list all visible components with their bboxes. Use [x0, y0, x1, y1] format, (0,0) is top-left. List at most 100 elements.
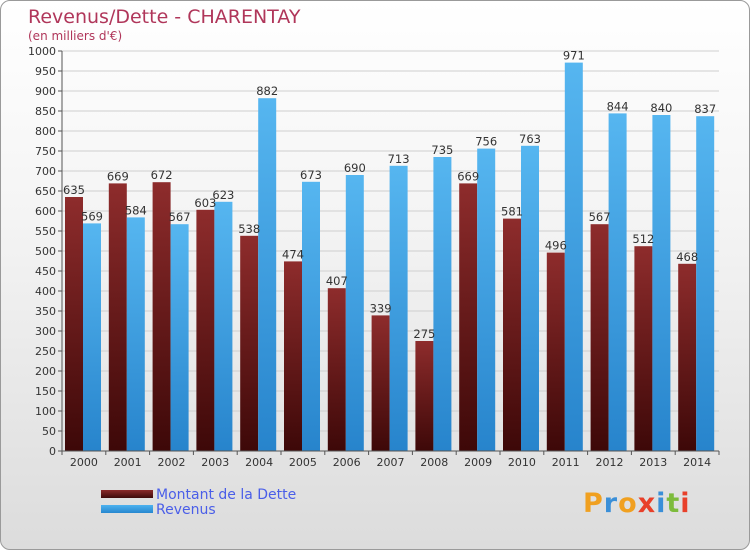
bar-dette: [546, 252, 565, 451]
data-label-dette: 407: [326, 274, 348, 288]
y-tick-label: 50: [42, 425, 56, 438]
y-tick-label: 300: [35, 325, 56, 338]
x-tick-label: 2013: [639, 456, 667, 469]
y-tick-label: 800: [35, 125, 56, 138]
x-tick-label: 2001: [114, 456, 142, 469]
bar-dette: [327, 288, 346, 451]
x-tick-label: 2006: [333, 456, 361, 469]
x-tick-label: 2014: [683, 456, 711, 469]
logo-letter: t: [666, 488, 681, 519]
proxiti-logo: Proxiti: [583, 488, 691, 519]
data-label-dette: 635: [63, 183, 85, 197]
bar-revenus: [214, 201, 233, 451]
data-label-revenus: 567: [169, 210, 191, 224]
data-label-revenus: 673: [300, 168, 322, 182]
chart-title: Revenus/Dette - CHARENTAY: [28, 6, 301, 28]
bar-dette: [284, 261, 302, 451]
data-label-dette: 468: [676, 250, 698, 264]
legend-swatch-dette: [101, 490, 153, 498]
x-tick-label: 2010: [508, 456, 536, 469]
y-tick-label: 950: [35, 65, 56, 78]
bar-dette: [152, 182, 171, 451]
x-tick-label: 2009: [464, 456, 492, 469]
y-tick-label: 650: [35, 185, 56, 198]
bar-revenus: [258, 98, 277, 451]
bar-revenus: [521, 145, 539, 452]
data-label-revenus: 623: [212, 188, 234, 202]
data-label-revenus: 713: [388, 152, 410, 166]
bar-revenus: [302, 181, 320, 452]
y-tick-label: 600: [35, 205, 56, 218]
logo-letter: x: [637, 488, 657, 519]
bar-revenus: [608, 113, 627, 452]
data-label-dette: 474: [282, 247, 304, 261]
bar-dette: [240, 235, 259, 451]
bar-revenus: [477, 148, 496, 451]
data-label-dette: 567: [589, 210, 611, 224]
y-tick-label: 750: [35, 145, 56, 158]
bar-revenus: [696, 116, 715, 451]
data-label-revenus: 840: [650, 101, 672, 115]
data-label-revenus: 690: [344, 161, 366, 175]
legend-label-revenus: Revenus: [156, 502, 216, 518]
data-label-revenus: 735: [431, 143, 453, 157]
bar-revenus: [170, 224, 189, 451]
y-tick-label: 200: [35, 365, 56, 378]
legend-swatch-revenus: [101, 505, 153, 513]
y-tick-label: 350: [35, 305, 56, 318]
logo-letter: i: [656, 488, 667, 519]
bar-dette: [371, 315, 390, 451]
bar-dette: [678, 263, 697, 451]
x-tick-label: 2000: [70, 456, 98, 469]
logo-letter: P: [583, 488, 604, 519]
bar-revenus: [389, 165, 408, 452]
bar-revenus: [345, 175, 364, 451]
x-tick-label: 2003: [201, 456, 229, 469]
x-tick-label: 2005: [289, 456, 317, 469]
bar-dette: [108, 183, 127, 451]
y-tick-label: 250: [35, 345, 56, 358]
bar-revenus: [126, 217, 145, 451]
y-tick-label: 700: [35, 165, 56, 178]
bar-dette: [65, 197, 83, 451]
bar-revenus: [564, 62, 583, 451]
y-tick-label: 550: [35, 225, 56, 238]
y-tick-label: 100: [35, 405, 56, 418]
data-label-revenus: 756: [475, 135, 497, 149]
data-label-revenus: 837: [694, 102, 716, 116]
y-tick-label: 400: [35, 285, 56, 298]
y-tick-label: 150: [35, 385, 56, 398]
y-tick-label: 500: [35, 245, 56, 258]
data-label-revenus: 844: [607, 99, 629, 113]
y-tick-label: 0: [49, 445, 56, 458]
x-tick-label: 2004: [245, 456, 273, 469]
logo-letter: r: [603, 488, 619, 519]
legend-label-dette: Montant de la Dette: [156, 487, 297, 503]
y-tick-label: 450: [35, 265, 56, 278]
data-label-dette: 512: [632, 232, 654, 246]
bar-revenus: [433, 157, 452, 451]
data-label-dette: 275: [413, 327, 435, 341]
chart-subtitle: (en milliers d'€): [28, 29, 123, 43]
x-tick-label: 2008: [420, 456, 448, 469]
data-label-dette: 603: [194, 196, 216, 210]
data-label-revenus: 763: [519, 132, 541, 146]
data-label-dette: 581: [501, 205, 523, 219]
bar-dette: [634, 246, 653, 451]
data-label-dette: 538: [238, 222, 260, 236]
data-label-revenus: 882: [256, 84, 278, 98]
bar-revenus: [652, 115, 671, 451]
data-label-dette: 339: [370, 301, 392, 315]
x-tick-label: 2007: [377, 456, 405, 469]
bar-dette: [590, 224, 609, 451]
bar-dette: [459, 183, 478, 451]
x-tick-label: 2012: [596, 456, 624, 469]
data-label-dette: 669: [457, 169, 479, 183]
bar-dette: [196, 209, 215, 451]
bar-revenus: [83, 223, 101, 451]
data-label-revenus: 971: [563, 49, 585, 63]
data-label-dette: 669: [107, 169, 129, 183]
bar-dette: [503, 218, 521, 451]
